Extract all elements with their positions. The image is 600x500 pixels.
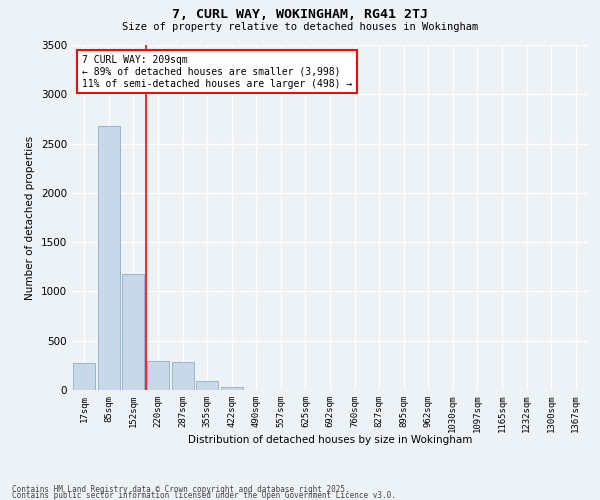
Text: Contains public sector information licensed under the Open Government Licence v3: Contains public sector information licen… <box>12 490 396 500</box>
Text: 7 CURL WAY: 209sqm
← 89% of detached houses are smaller (3,998)
11% of semi-deta: 7 CURL WAY: 209sqm ← 89% of detached hou… <box>82 56 353 88</box>
Bar <box>98 126 120 390</box>
Bar <box>221 387 243 390</box>
Bar <box>147 362 169 390</box>
Bar <box>122 274 145 390</box>
Bar <box>196 380 218 390</box>
Y-axis label: Number of detached properties: Number of detached properties <box>25 136 35 300</box>
X-axis label: Distribution of detached houses by size in Wokingham: Distribution of detached houses by size … <box>188 436 472 446</box>
Text: Contains HM Land Registry data © Crown copyright and database right 2025.: Contains HM Land Registry data © Crown c… <box>12 484 350 494</box>
Text: 7, CURL WAY, WOKINGHAM, RG41 2TJ: 7, CURL WAY, WOKINGHAM, RG41 2TJ <box>172 8 428 20</box>
Bar <box>172 362 194 390</box>
Bar <box>73 364 95 390</box>
Text: Size of property relative to detached houses in Wokingham: Size of property relative to detached ho… <box>122 22 478 32</box>
